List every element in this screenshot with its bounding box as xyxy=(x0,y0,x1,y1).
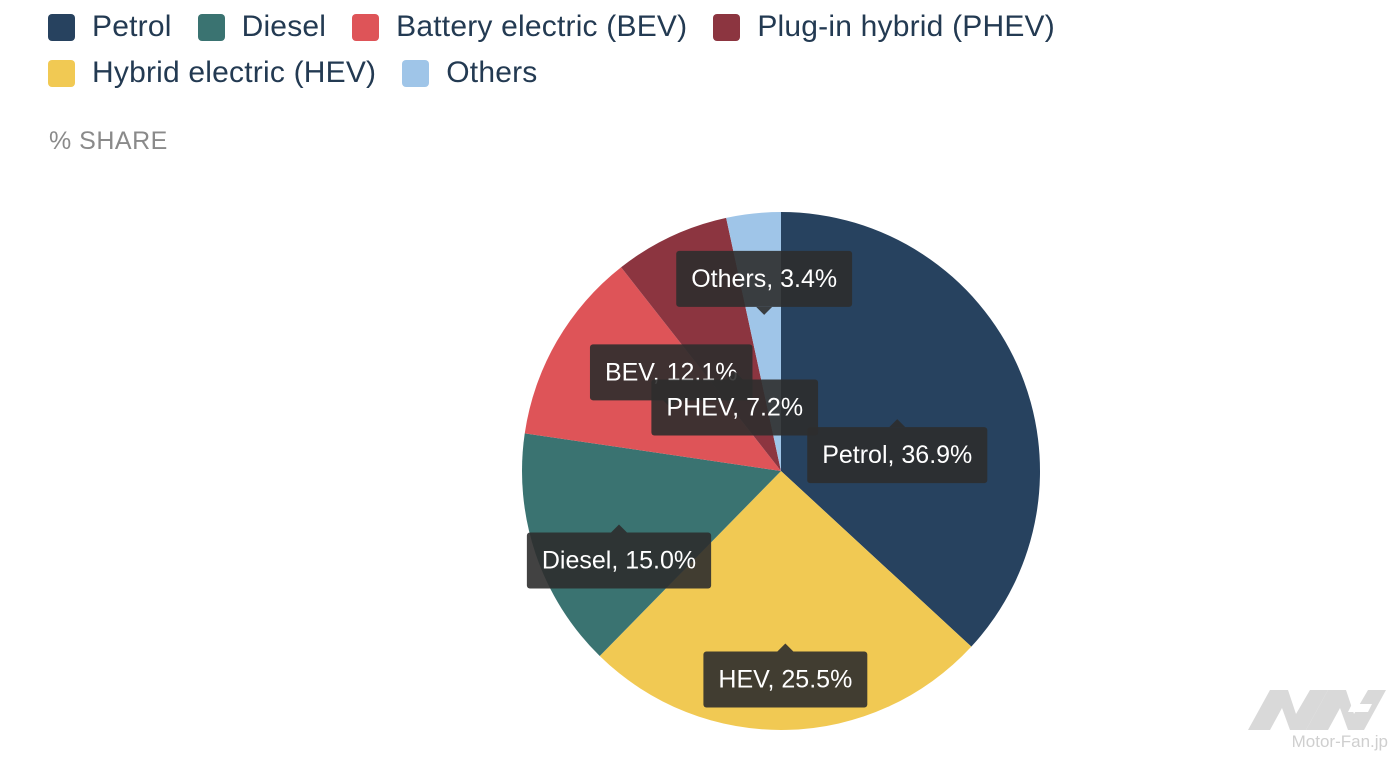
pie-data-label: Others, 3.4% xyxy=(676,250,853,315)
chart-subtitle: % SHARE xyxy=(49,127,168,155)
pie-label-box xyxy=(526,532,712,589)
motor-fan-logo-icon xyxy=(1248,690,1386,730)
legend-label: Battery electric (BEV) xyxy=(396,10,688,43)
pie-label-text: Others, 3.4% xyxy=(691,265,837,293)
legend-swatch xyxy=(402,59,430,87)
legend-label: Hybrid electric (HEV) xyxy=(92,56,377,89)
legend-item[interactable]: Others xyxy=(402,54,537,92)
legend-swatch xyxy=(352,13,380,41)
legend-label: Diesel xyxy=(241,10,327,43)
legend-item[interactable]: Diesel xyxy=(197,8,327,46)
pie-label-text: PHEV, 7.2% xyxy=(666,394,803,422)
legend-item[interactable]: Battery electric (BEV) xyxy=(352,8,687,46)
pie-label-pointer xyxy=(756,306,773,315)
legend-swatch xyxy=(48,13,75,41)
pie-data-label: Diesel, 15.0% xyxy=(526,524,712,589)
pie-label-box xyxy=(703,651,868,708)
legend-item[interactable]: Petrol xyxy=(48,8,172,46)
pie-label-box xyxy=(651,379,819,436)
legend-item[interactable]: Plug-in hybrid (PHEV) xyxy=(713,8,1055,46)
pie-data-label: PHEV, 7.2% xyxy=(651,371,819,436)
legend-item[interactable]: Hybrid electric (HEV) xyxy=(48,54,376,92)
pie-label-box xyxy=(676,250,853,307)
pie-slice[interactable] xyxy=(599,471,972,730)
pie-data-label: HEV, 25.5% xyxy=(703,643,868,708)
watermark: Motor-Fan.jp xyxy=(1248,686,1388,752)
pie-data-label: Petrol, 36.9% xyxy=(807,419,988,484)
pie-label-pointer xyxy=(777,643,794,652)
pie-label-pointer xyxy=(889,419,906,428)
legend-label: Plug-in hybrid (PHEV) xyxy=(757,10,1055,43)
legend-label: Others xyxy=(446,56,538,89)
legend-label: Petrol xyxy=(92,10,172,43)
legend-swatch xyxy=(48,59,75,87)
watermark-text: Motor-Fan.jp xyxy=(1291,732,1388,751)
pie-label-text: Diesel, 15.0% xyxy=(542,547,696,575)
pie-label-text: Petrol, 36.9% xyxy=(822,441,972,469)
legend-swatch xyxy=(197,13,225,41)
pie-label-pointer xyxy=(610,524,627,533)
pie-label-box xyxy=(807,427,988,484)
pie-label-text: HEV, 25.5% xyxy=(718,665,852,693)
chart-legend: Petrol Diesel Battery electric (BEV) Plug-i… xyxy=(48,8,1368,92)
legend-swatch xyxy=(713,13,741,41)
pie-label-pointer xyxy=(726,371,743,380)
